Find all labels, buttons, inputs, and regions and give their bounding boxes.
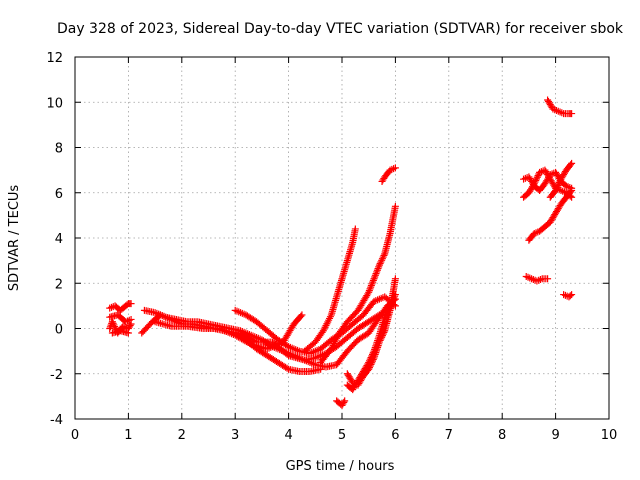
x-tick-label: 0 <box>71 428 79 443</box>
y-tick-label: 12 <box>46 51 63 66</box>
series-track-q <box>520 168 576 194</box>
data-point-plus <box>560 291 576 301</box>
data-point-plus <box>106 300 135 314</box>
series-track-s <box>546 159 576 201</box>
x-tick-label: 4 <box>284 428 292 443</box>
series-track-c <box>106 311 135 326</box>
data-point-plus <box>546 159 576 201</box>
series-track-t <box>522 272 552 285</box>
x-axis-label: GPS time / hours <box>286 459 395 474</box>
data-point-plus <box>378 164 399 185</box>
series-track-k <box>317 202 399 366</box>
x-tick-label: 1 <box>124 428 132 443</box>
series-track-j <box>301 225 359 355</box>
data-point-plus <box>525 186 576 244</box>
y-tick-label: 4 <box>55 232 63 247</box>
x-tick-label: 3 <box>231 428 239 443</box>
x-tick-label: 8 <box>498 428 506 443</box>
series-track-u <box>544 96 576 118</box>
x-tick-label: 5 <box>338 428 346 443</box>
data-point-plus <box>108 327 132 337</box>
data-point-plus <box>317 202 399 366</box>
series-track-v <box>560 291 576 301</box>
y-tick-label: 2 <box>55 277 63 292</box>
series-track-a <box>106 300 135 314</box>
data-point-plus <box>522 272 552 285</box>
series-track-h <box>231 293 399 357</box>
series-track-d <box>108 327 132 337</box>
data-point-plus <box>343 291 399 394</box>
x-tick-label: 10 <box>601 428 618 443</box>
data-point-plus <box>544 96 576 118</box>
series-track-r <box>525 186 576 244</box>
y-tick-label: 0 <box>55 323 63 338</box>
data-point-plus <box>231 293 399 357</box>
data-point-plus <box>520 168 576 194</box>
series-track-o <box>378 164 399 185</box>
data-point-plus <box>301 225 359 355</box>
y-axis-label: SDTVAR / TECUs <box>7 185 22 292</box>
series-track-l <box>333 397 349 409</box>
x-axis: 0 1 2 3 4 5 6 7 8 9 10 <box>71 57 617 443</box>
data-marks <box>106 96 576 409</box>
x-tick-label: 2 <box>178 428 186 443</box>
data-point-plus <box>333 397 349 409</box>
series-track-n <box>343 291 399 394</box>
y-tick-label: -4 <box>50 413 63 428</box>
data-point-plus <box>106 311 135 326</box>
y-tick-label: 6 <box>55 187 63 202</box>
y-tick-label: -2 <box>50 368 63 383</box>
y-tick-label: 8 <box>55 142 63 157</box>
y-axis: -4 -2 0 2 4 6 8 10 12 <box>46 51 609 428</box>
chart-title: Day 328 of 2023, Sidereal Day-to-day VTE… <box>57 21 624 37</box>
y-tick-label: 10 <box>46 96 63 111</box>
x-tick-label: 6 <box>391 428 399 443</box>
x-tick-label: 9 <box>551 428 559 443</box>
x-tick-label: 7 <box>445 428 453 443</box>
